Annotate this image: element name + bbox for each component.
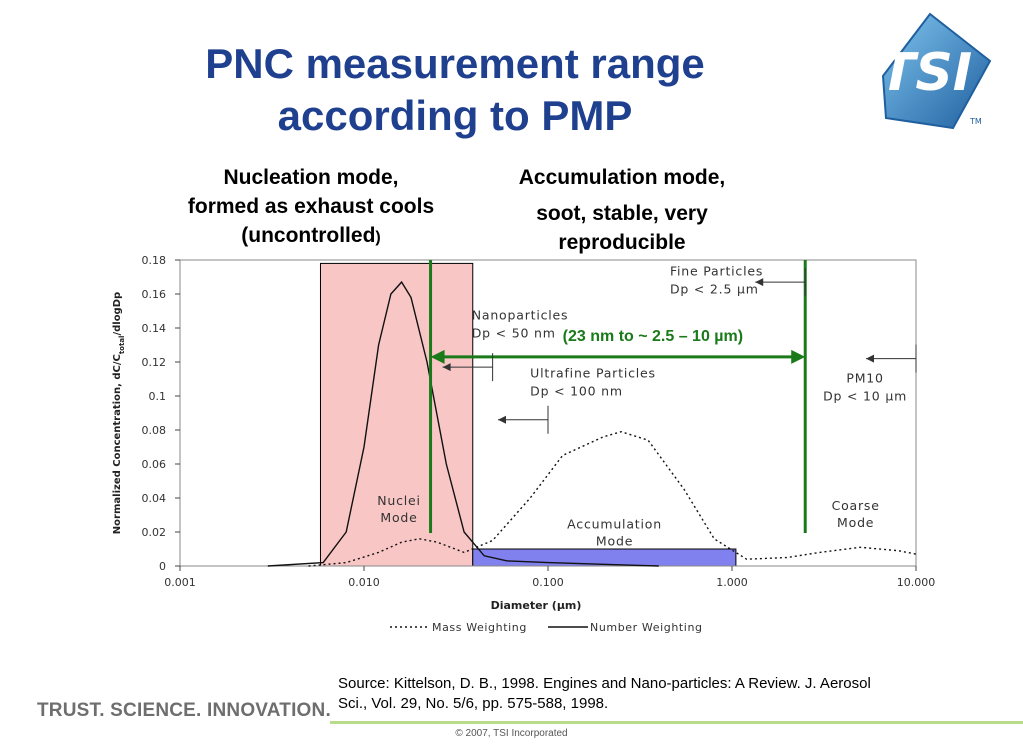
nucleation-line-3: (uncontrolled) <box>148 221 474 252</box>
ultrafine-limit-arrow-head <box>498 415 506 424</box>
x-axis-label: Diameter (µm) <box>491 599 582 612</box>
y-tick-label: 0.14 <box>142 322 167 335</box>
ultrafine-label-line-2: Dp < 100 nm <box>530 383 623 398</box>
accumulation-line-3: reproducible <box>558 231 686 254</box>
pm10-label-line-1: PM10 <box>846 370 883 385</box>
coarse-mode-label-line-2: Mode <box>837 515 874 530</box>
accumulation-mode-label-line-1: Accumulation <box>567 517 662 532</box>
y-tick-label: 0.06 <box>142 458 167 471</box>
pm10-label-line-2: Dp < 10 µm <box>823 388 907 403</box>
series-number-weighting <box>267 280 659 567</box>
nucleation-line-3-tail: ) <box>375 229 381 246</box>
page-title: PNC measurement range according to PMP <box>110 38 800 142</box>
accumulation-mode-label-line-2: Mode <box>596 534 633 549</box>
nanoparticles-label-line-2: Dp < 50 nm <box>472 326 556 341</box>
y-axis-label: Normalized Concentration, dC/Ctotal/dlog… <box>112 292 126 534</box>
y-tick-label: 0.02 <box>142 526 167 539</box>
x-tick-label: 1.000 <box>716 576 748 589</box>
y-tick-label: 0.08 <box>142 424 167 437</box>
nuclei-mode-label-line-2: Mode <box>380 510 417 525</box>
x-tick-label: 10.000 <box>897 576 936 589</box>
nucleation-mode-label: Nucleation mode, formed as exhaust cools… <box>148 163 474 252</box>
x-tick-label: 0.010 <box>348 576 380 589</box>
footer-divider <box>330 721 1023 724</box>
nucleation-line-1: Nucleation mode, <box>223 166 399 189</box>
copyright: © 2007, TSI Incorporated <box>455 728 568 739</box>
y-tick-label: 0.16 <box>142 288 167 301</box>
y-tick-label: 0.18 <box>142 254 167 267</box>
source-line-1: Source: Kittelson, D. B., 1998. Engines … <box>338 675 871 692</box>
legend-number-label: Number Weighting <box>590 621 703 634</box>
y-tick-label: 0.04 <box>142 492 167 505</box>
tsi-logo: TSI TM <box>880 12 992 130</box>
title-line-2: according to PMP <box>277 92 633 139</box>
range-arrow-head-left <box>430 349 445 364</box>
pm10-limit-arrow-head <box>866 354 874 363</box>
tagline: TRUST. SCIENCE. INNOVATION. <box>37 700 331 721</box>
nucleation-region-box <box>319 262 474 567</box>
accumulation-region-band <box>472 548 737 567</box>
nanoparticles-limit-arrow-head <box>442 363 451 372</box>
y-tick-label: 0.1 <box>149 390 167 403</box>
ultrafine-label-line-1: Ultrafine Particles <box>530 365 656 380</box>
x-tick-label: 0.001 <box>164 576 196 589</box>
logo-tm: TM <box>969 117 982 126</box>
nuclei-mode-label-line-1: Nuclei <box>377 493 421 508</box>
nanoparticles-label-line-1: Nanoparticles <box>472 308 569 323</box>
accumulation-line-1: Accumulation mode, <box>518 166 726 189</box>
accumulation-mode-label: Accumulation mode, soot, stable, very re… <box>472 163 772 257</box>
coarse-mode-label-line-1: Coarse <box>832 498 880 513</box>
x-tick-label: 0.100 <box>532 576 564 589</box>
source-line-2: Sci., Vol. 29, No. 5/6, pp. 575-588, 199… <box>338 695 609 712</box>
fine-particles-label-line-2: Dp < 2.5 µm <box>670 281 759 296</box>
y-tick-label: 0 <box>159 560 166 573</box>
fine-limit-arrow-head <box>755 278 764 287</box>
title-line-1: PNC measurement range <box>205 40 705 87</box>
nucleation-line-3-text: (uncontrolled <box>241 224 376 247</box>
range-arrow-head-right <box>791 349 806 364</box>
legend-mass-label: Mass Weighting <box>432 621 527 634</box>
y-tick-label: 0.12 <box>142 356 167 369</box>
logo-text: TSI <box>880 43 972 103</box>
logo-shape <box>881 12 992 130</box>
accumulation-line-2: soot, stable, very <box>536 202 708 225</box>
nucleation-line-2: formed as exhaust cools <box>187 195 435 218</box>
range-label: (23 nm to ~ 2.5 – 10 µm) <box>563 328 743 345</box>
fine-particles-label-line-1: Fine Particles <box>670 263 763 278</box>
source-citation: Source: Kittelson, D. B., 1998. Engines … <box>338 674 998 714</box>
